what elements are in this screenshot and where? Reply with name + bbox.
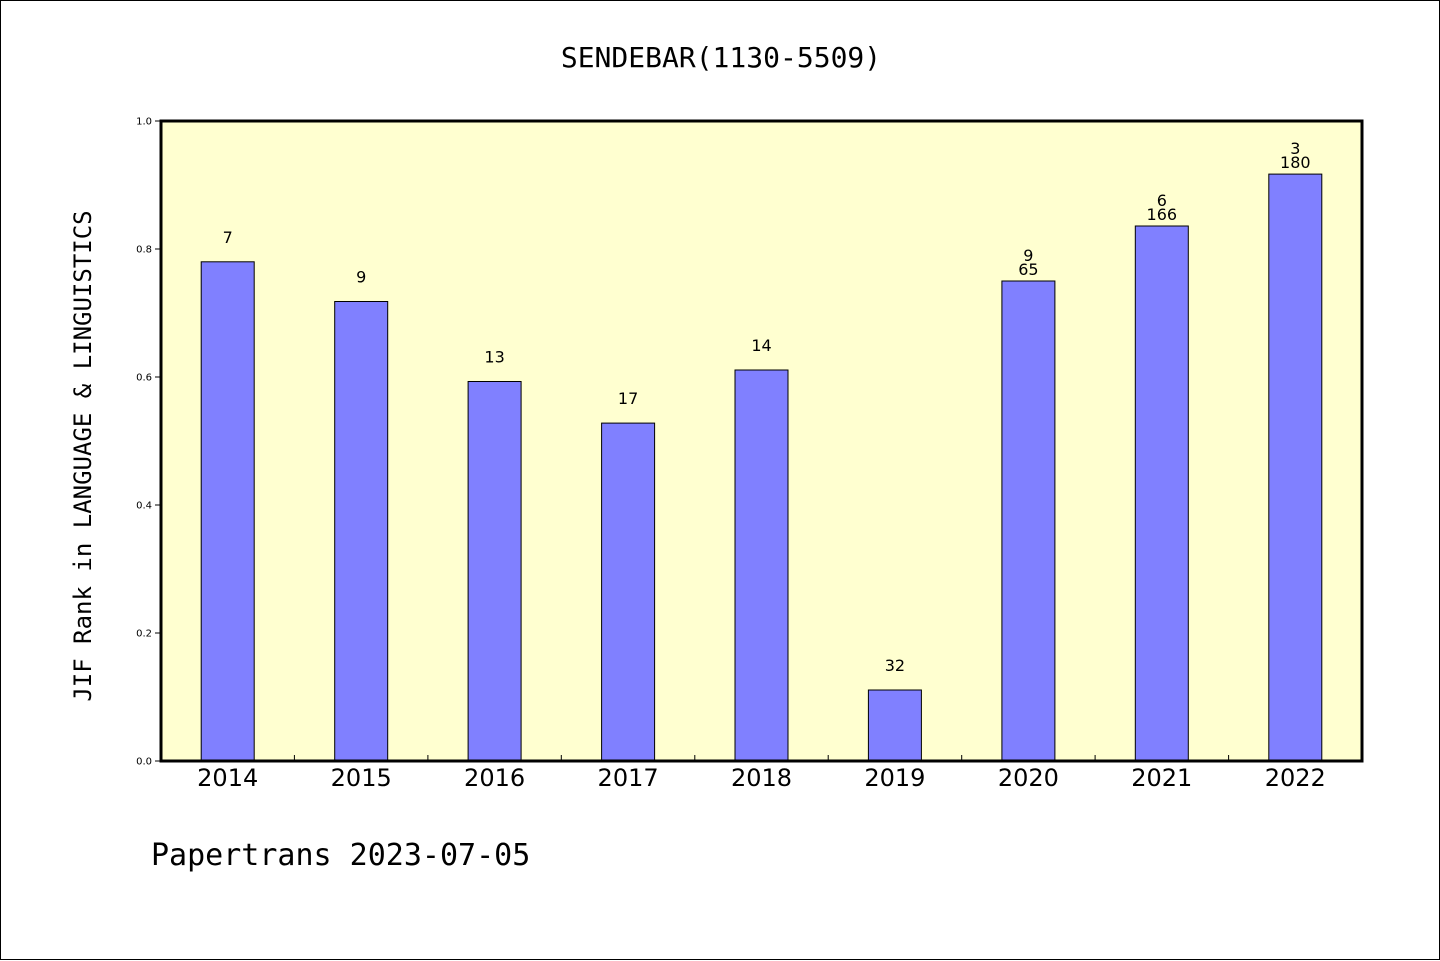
- bars-group: [200, 173, 1323, 762]
- bar-label-2016: 13: [484, 348, 504, 367]
- x-tick-label-2021: 2021: [1131, 764, 1192, 792]
- bar-label-bottom-2022: 180: [1280, 153, 1311, 172]
- bar-2015: [334, 301, 389, 762]
- bar-label-bottom-2020: 65: [1018, 260, 1038, 279]
- bar-2018: [734, 369, 789, 762]
- bar-2019: [867, 689, 922, 762]
- x-tick-label-2019: 2019: [864, 764, 925, 792]
- bar-2014: [200, 261, 255, 762]
- x-tick-label-2016: 2016: [464, 764, 525, 792]
- bar-label-2015: 9: [356, 268, 366, 287]
- bar-label-top-2020: 9: [1023, 246, 1033, 265]
- x-axis-ticks: 2014 2015 2016 2017 2018 2019 2020 2021 2022: [197, 755, 1326, 792]
- x-tick-label-2014: 2014: [197, 764, 258, 792]
- bar-2017: [601, 422, 656, 762]
- bar-2022: [1268, 173, 1323, 762]
- y-axis-label: JIF Rank in LANGUAGE & LINGUISTICS: [69, 210, 97, 701]
- bar-label-bottom-2021: 166: [1147, 205, 1178, 224]
- footer-credit: Papertrans 2023-07-05: [151, 838, 530, 873]
- x-tick-label-2022: 2022: [1265, 764, 1326, 792]
- bar-2021: [1134, 225, 1189, 762]
- chart-title: SENDEBAR(1130-5509): [561, 41, 881, 74]
- y-tick-label: 0.4: [136, 501, 152, 512]
- x-tick-label-2018: 2018: [731, 764, 792, 792]
- plot-border: [159, 119, 1364, 763]
- y-tick-label: 0.8: [136, 245, 152, 256]
- y-tick-label: 0.0: [136, 757, 152, 768]
- x-tick-label-2017: 2017: [598, 764, 659, 792]
- bar-label-top-2021: 6: [1157, 191, 1167, 210]
- bar-label-2018: 14: [751, 336, 771, 355]
- y-axis-ticks: 0.0 0.2 0.4 0.6 0.8 1.0: [136, 117, 161, 768]
- bar-label-top-2022: 3: [1290, 139, 1300, 158]
- bar-label-2014: 7: [223, 228, 233, 247]
- y-tick-label: 0.2: [136, 629, 152, 640]
- bar-2020: [1001, 280, 1056, 762]
- bar-label-2019: 32: [885, 656, 905, 675]
- y-tick-label: 0.6: [136, 373, 152, 384]
- x-tick-label-2015: 2015: [331, 764, 392, 792]
- x-tick-label-2020: 2020: [998, 764, 1059, 792]
- bar-2016: [467, 381, 522, 762]
- bar-label-2017: 17: [618, 389, 638, 408]
- y-tick-label: 1.0: [136, 117, 152, 128]
